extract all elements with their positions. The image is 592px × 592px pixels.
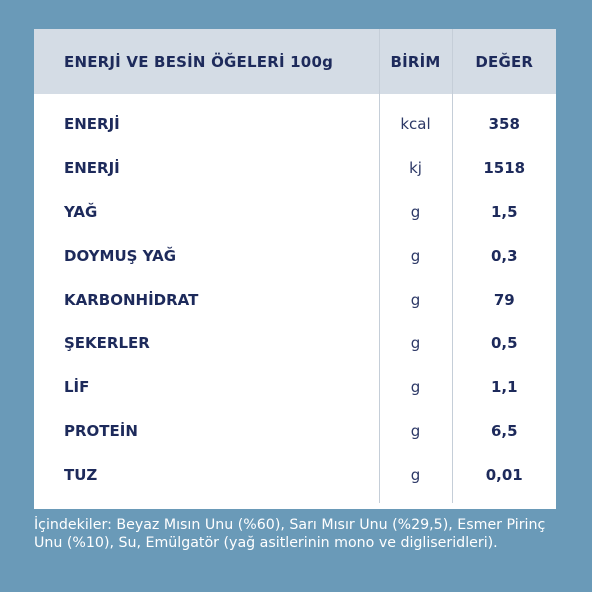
nutrient-value: 1,1 bbox=[490, 378, 518, 397]
nutrient-unit: g bbox=[378, 233, 453, 278]
nutrient-name: LİF bbox=[64, 378, 90, 397]
nutrient-unit: g bbox=[378, 189, 453, 234]
header-value: DEĞER bbox=[452, 29, 556, 94]
nutrient-name: TUZ bbox=[64, 466, 98, 485]
table-row: LİF g 1,1 bbox=[34, 365, 556, 410]
table-row: PROTEİN g 6,5 bbox=[34, 409, 556, 454]
nutrient-name: KARBONHİDRAT bbox=[64, 290, 199, 309]
nutrient-name: DOYMUŞ YAĞ bbox=[64, 246, 177, 265]
nutrient-unit: g bbox=[378, 365, 453, 410]
nutrient-value: 0,01 bbox=[485, 466, 523, 485]
nutrient-value: 0,3 bbox=[490, 246, 518, 265]
nutrient-name: PROTEİN bbox=[64, 422, 138, 441]
table-row: ENERJİ kcal 358 bbox=[34, 94, 556, 146]
nutrient-value: 358 bbox=[488, 114, 520, 133]
nutrient-unit: kcal bbox=[378, 94, 453, 146]
nutrient-value: 0,5 bbox=[490, 334, 518, 353]
nutrient-value: 6,5 bbox=[490, 422, 518, 441]
table-row: DOYMUŞ YAĞ g 0,3 bbox=[34, 233, 556, 278]
nutrient-unit: kj bbox=[378, 145, 453, 190]
header-unit: BİRİM bbox=[378, 29, 453, 94]
nutrient-unit: g bbox=[378, 277, 453, 322]
nutrient-value: 1518 bbox=[483, 158, 526, 177]
table-row: ENERJİ kj 1518 bbox=[34, 145, 556, 190]
nutrient-name: ŞEKERLER bbox=[64, 334, 150, 353]
nutrition-panel: ENERJİ VE BESİN ÖĞELERİ 100g BİRİM DEĞER… bbox=[34, 29, 556, 509]
header-nutrient: ENERJİ VE BESİN ÖĞELERİ 100g bbox=[34, 29, 379, 94]
table-row: YAĞ g 1,5 bbox=[34, 189, 556, 234]
nutrient-name: YAĞ bbox=[64, 202, 98, 221]
nutrient-name: ENERJİ bbox=[64, 158, 120, 177]
table-row: KARBONHİDRAT g 79 bbox=[34, 277, 556, 322]
header-row: ENERJİ VE BESİN ÖĞELERİ 100g BİRİM DEĞER bbox=[34, 29, 556, 94]
table-row: TUZ g 0,01 bbox=[34, 453, 556, 504]
nutrient-value: 79 bbox=[493, 290, 515, 309]
table-body: ENERJİ kcal 358 ENERJİ kj 1518 YAĞ g 1,5… bbox=[34, 94, 556, 504]
nutrient-unit: g bbox=[378, 409, 453, 454]
nutrient-unit: g bbox=[378, 453, 453, 504]
ingredients-text: İçindekiler: Beyaz Mısın Unu (%60), Sarı… bbox=[34, 517, 546, 551]
table-header: ENERJİ VE BESİN ÖĞELERİ 100g BİRİM DEĞER bbox=[34, 29, 556, 94]
nutrition-table: ENERJİ VE BESİN ÖĞELERİ 100g BİRİM DEĞER… bbox=[34, 29, 556, 504]
nutrient-unit: g bbox=[378, 321, 453, 366]
nutrient-value: 1,5 bbox=[490, 202, 518, 221]
nutrient-name: ENERJİ bbox=[64, 114, 120, 133]
table-row: ŞEKERLER g 0,5 bbox=[34, 321, 556, 366]
